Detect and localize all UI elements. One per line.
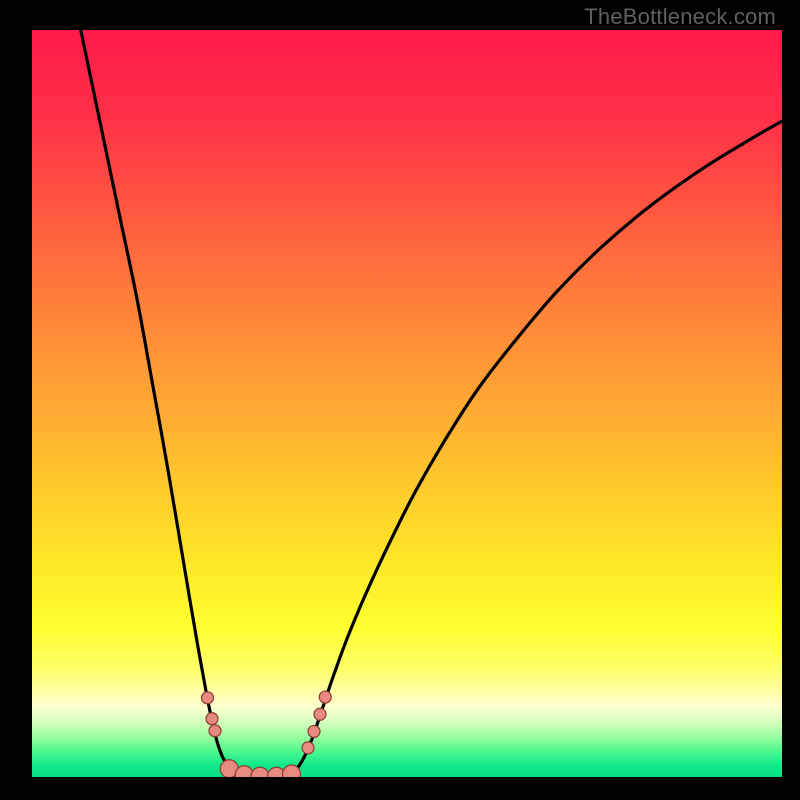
- data-marker: [314, 708, 326, 720]
- data-marker: [302, 742, 314, 754]
- data-marker: [202, 692, 214, 704]
- data-marker: [283, 765, 301, 777]
- data-marker: [206, 713, 218, 725]
- bottleneck-curve: [32, 30, 782, 777]
- data-marker: [319, 691, 331, 703]
- attribution-label: TheBottleneck.com: [584, 4, 776, 30]
- data-marker: [209, 725, 221, 737]
- data-marker: [251, 767, 269, 777]
- chart-plot-area: [32, 30, 782, 777]
- data-marker: [308, 725, 320, 737]
- bottleneck-curve-path: [81, 30, 782, 776]
